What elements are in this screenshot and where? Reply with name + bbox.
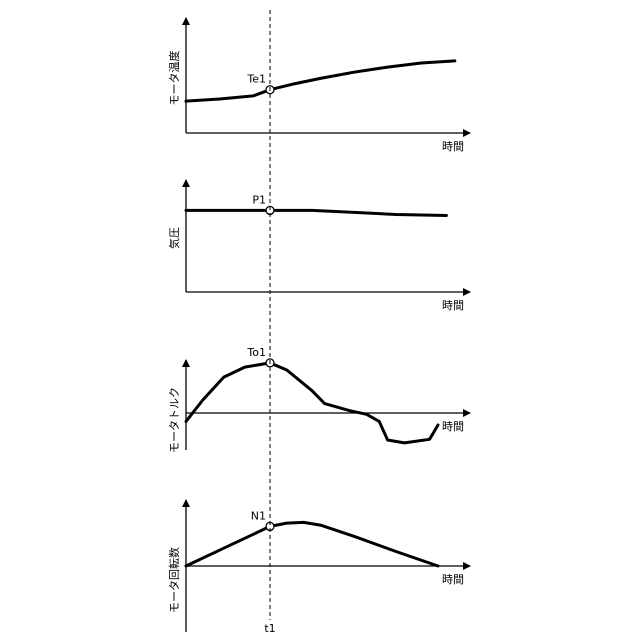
marker-label-1: Te1	[246, 73, 266, 86]
panel-4: N1 モータ回転数 時間	[168, 500, 470, 632]
y-axis-label-2: 気圧	[167, 227, 181, 249]
t1-label: t1	[264, 622, 275, 635]
marker-label-2: P1	[252, 193, 266, 206]
panel-3: To1 モータトルク時間	[168, 346, 470, 453]
series-line-3	[186, 363, 438, 443]
x-axis-label-2: 時間	[442, 299, 464, 312]
marker-label-4: N1	[251, 509, 266, 522]
series-line-2	[186, 210, 446, 215]
marker-label-3: To1	[246, 346, 266, 359]
chart-panels: Te1モータ温度時間P1気圧時間To1モータトルク時間N1モータ回転数時間	[167, 18, 470, 632]
x-axis-label-3: 時間	[442, 420, 464, 433]
panel-1: Te1 モータ温度時間	[167, 18, 470, 153]
y-axis-label-4: モータ回転数	[168, 547, 181, 613]
x-axis-label-1: 時間	[442, 140, 464, 153]
y-axis-label-3: モータトルク	[168, 387, 181, 453]
series-line-4	[186, 522, 438, 566]
series-line-1	[186, 61, 455, 101]
x-axis-label-4: 時間	[442, 573, 464, 586]
y-axis-label-1: モータ温度	[167, 51, 181, 106]
panel-2: P1 気圧時間	[167, 180, 470, 312]
